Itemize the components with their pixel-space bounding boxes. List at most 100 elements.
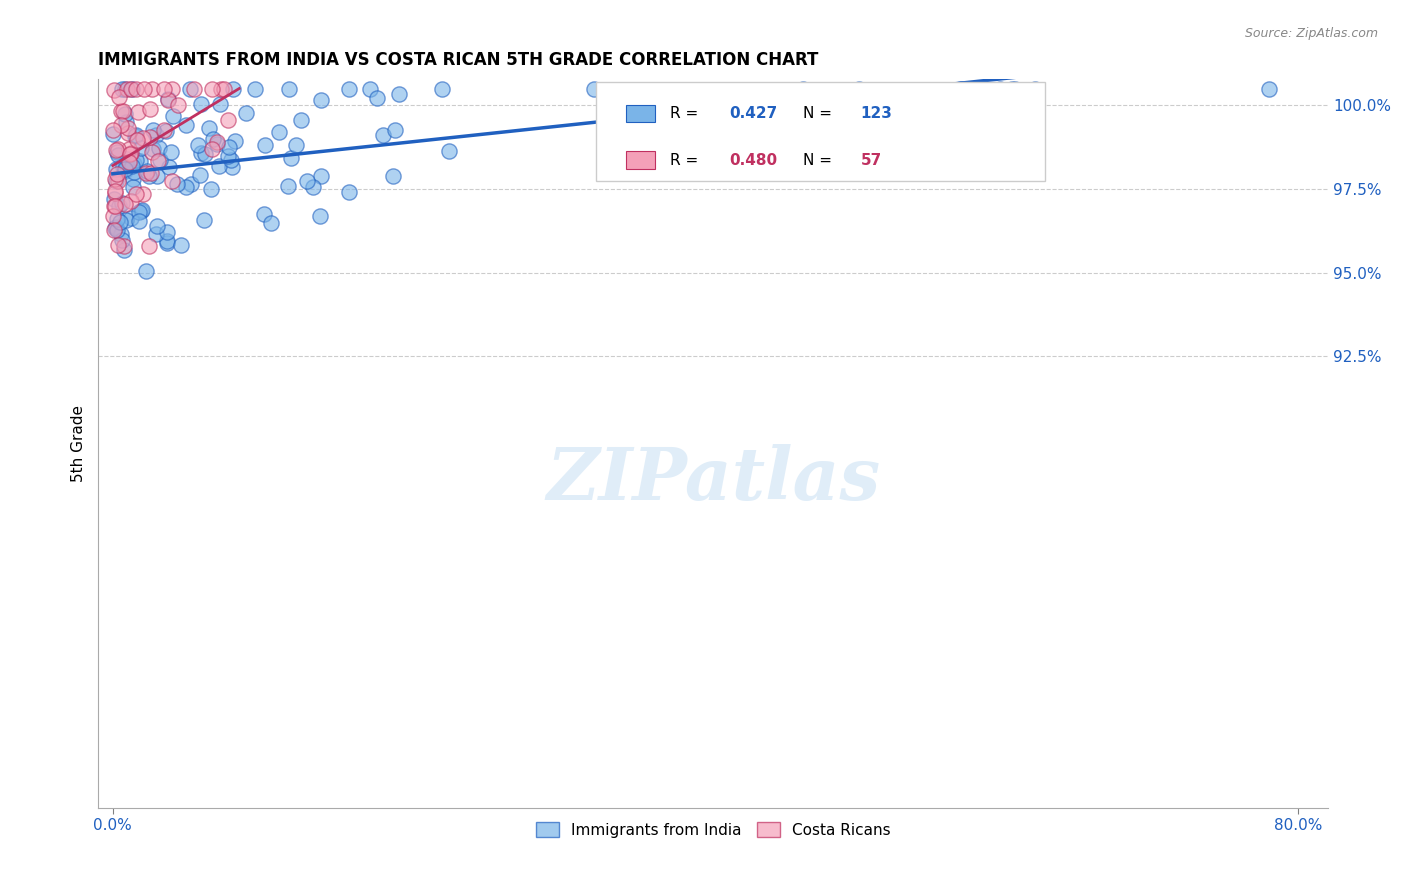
- Point: [202, 132, 225, 146]
- Point: [120, 81, 142, 95]
- Text: R =: R =: [671, 106, 703, 121]
- Legend: Immigrants from India, Costa Ricans: Immigrants from India, Costa Ricans: [530, 815, 897, 844]
- Point: [278, 81, 301, 95]
- Point: [105, 174, 128, 188]
- Point: [141, 81, 163, 95]
- Point: [138, 130, 160, 145]
- Point: [142, 142, 165, 156]
- Point: [134, 81, 156, 95]
- Point: [107, 142, 129, 156]
- FancyBboxPatch shape: [626, 105, 655, 122]
- Point: [387, 87, 409, 101]
- Point: [153, 81, 176, 95]
- Point: [1001, 81, 1024, 95]
- Point: [131, 202, 153, 217]
- Point: [160, 174, 183, 188]
- Text: 123: 123: [860, 106, 893, 121]
- FancyBboxPatch shape: [626, 152, 655, 169]
- Point: [188, 168, 211, 182]
- Point: [124, 81, 146, 95]
- Point: [124, 157, 146, 171]
- Point: [142, 123, 165, 137]
- Point: [139, 166, 162, 180]
- Point: [122, 172, 145, 186]
- Point: [129, 204, 152, 219]
- Point: [952, 81, 974, 95]
- Point: [149, 153, 172, 168]
- Point: [114, 157, 136, 171]
- Point: [848, 81, 870, 95]
- Point: [104, 220, 127, 235]
- Point: [101, 122, 124, 136]
- Point: [384, 123, 406, 137]
- Point: [221, 160, 243, 174]
- Point: [156, 236, 179, 251]
- Point: [104, 172, 127, 186]
- Point: [157, 160, 180, 174]
- Point: [157, 92, 180, 106]
- Text: 0.480: 0.480: [730, 153, 778, 168]
- Point: [152, 122, 174, 136]
- Point: [108, 90, 131, 104]
- Point: [217, 148, 239, 162]
- Point: [179, 81, 201, 95]
- Point: [114, 197, 136, 211]
- Point: [295, 174, 318, 188]
- Point: [124, 165, 146, 179]
- Point: [111, 195, 134, 210]
- Point: [359, 81, 381, 95]
- Point: [125, 153, 148, 167]
- Point: [309, 209, 332, 223]
- Point: [166, 177, 188, 191]
- Point: [125, 186, 148, 201]
- Point: [120, 145, 142, 160]
- Point: [373, 128, 395, 142]
- Point: [114, 163, 136, 178]
- Point: [125, 128, 148, 143]
- Point: [112, 238, 135, 252]
- Point: [105, 143, 128, 157]
- Point: [146, 169, 169, 183]
- Point: [190, 146, 212, 161]
- Point: [212, 81, 235, 95]
- Point: [198, 120, 221, 135]
- Point: [134, 166, 156, 180]
- Point: [111, 233, 134, 247]
- Point: [174, 180, 197, 194]
- Point: [430, 81, 453, 95]
- Y-axis label: 5th Grade: 5th Grade: [72, 405, 86, 482]
- Point: [950, 81, 973, 95]
- Point: [107, 223, 129, 237]
- Point: [145, 227, 167, 242]
- Point: [337, 185, 360, 199]
- Point: [235, 106, 257, 120]
- Point: [103, 192, 125, 206]
- Text: 0.427: 0.427: [730, 106, 778, 121]
- Point: [105, 167, 128, 181]
- Point: [103, 223, 125, 237]
- Point: [277, 178, 299, 193]
- Text: R =: R =: [671, 153, 703, 168]
- Point: [1024, 81, 1046, 95]
- Point: [115, 115, 138, 129]
- Point: [110, 227, 132, 241]
- Point: [111, 81, 134, 95]
- Point: [949, 81, 972, 95]
- Point: [114, 107, 136, 121]
- Text: 57: 57: [860, 153, 882, 168]
- Point: [146, 219, 169, 233]
- Point: [187, 138, 209, 153]
- Point: [111, 158, 134, 172]
- Point: [107, 148, 129, 162]
- Point: [103, 127, 125, 141]
- Point: [118, 142, 141, 156]
- Point: [114, 161, 136, 176]
- Point: [127, 104, 149, 119]
- Point: [103, 199, 125, 213]
- Point: [114, 81, 136, 95]
- Point: [139, 103, 162, 117]
- Point: [146, 153, 169, 168]
- Point: [101, 209, 124, 223]
- Point: [219, 153, 242, 167]
- Point: [337, 81, 360, 95]
